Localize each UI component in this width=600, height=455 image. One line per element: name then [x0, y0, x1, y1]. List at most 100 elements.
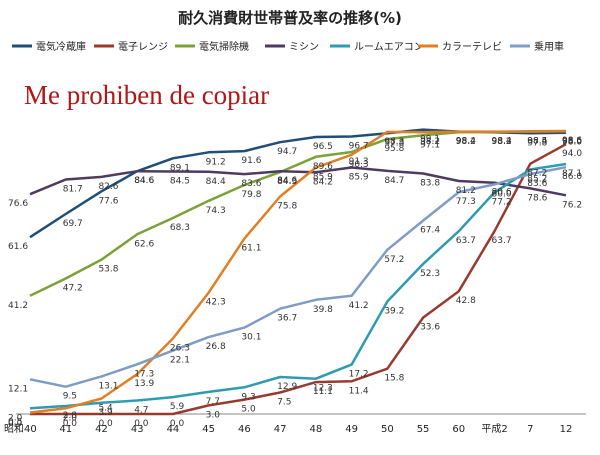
data-label: 77.3	[456, 197, 476, 207]
data-label: 80.6	[492, 188, 512, 198]
data-label: 15.8	[384, 374, 404, 384]
data-label: 3.9	[98, 408, 113, 418]
data-label: 9.3	[241, 392, 255, 402]
data-label: 84.4	[206, 177, 226, 187]
data-label: 97.8	[384, 138, 404, 148]
data-label: 83.6	[241, 179, 261, 189]
data-label: 83.8	[420, 178, 440, 188]
data-label: 98.6	[562, 136, 582, 146]
data-label: 84.2	[313, 177, 333, 187]
data-label: 2.0	[63, 413, 78, 423]
data-label: 11.4	[349, 386, 369, 396]
data-label: 94.7	[277, 147, 297, 157]
data-label: 84.6	[277, 176, 297, 186]
x-tick-label: 50	[381, 424, 394, 435]
legend-label: カラーテレビ	[442, 41, 502, 53]
data-label: 0.5	[8, 418, 22, 428]
data-label: 91.6	[241, 156, 261, 166]
data-label: 98.3	[492, 137, 512, 147]
data-label: 97.1	[420, 140, 440, 150]
data-label: 80.0	[492, 189, 512, 199]
data-label: 2.8	[63, 411, 78, 421]
legend-label: ミシン	[289, 42, 319, 53]
legend-item: 電子レンジ	[94, 41, 168, 53]
data-label: 22.1	[170, 356, 190, 366]
x-tick-label: 48	[309, 424, 322, 435]
legend-item: ルームエアコン	[330, 41, 424, 53]
data-label: 96.7	[349, 141, 369, 151]
data-label: 67.4	[420, 226, 440, 236]
series-line	[29, 130, 567, 414]
legend-label: 電気掃除機	[199, 40, 249, 53]
data-label: 12.3	[313, 384, 333, 394]
data-label: 39.8	[313, 305, 333, 315]
data-label: 89.1	[170, 163, 190, 173]
data-label: 98.4	[527, 137, 547, 147]
series-layer	[29, 128, 567, 416]
data-label: 85.9	[313, 172, 333, 182]
data-label: 53.8	[98, 265, 118, 275]
x-tick-layer: 昭和40 41 42 43 44 45 46 47 48 49 50 55 60 平成2 7 12	[4, 423, 572, 435]
data-label: 4.7	[134, 406, 148, 416]
data-label: 90.3	[349, 160, 369, 170]
data-label: 98.2	[420, 137, 440, 147]
data-label: 9.5	[63, 392, 77, 402]
data-label: 42.8	[456, 296, 476, 306]
x-tick-label: 49	[345, 424, 358, 435]
data-label: 5.9	[170, 402, 185, 412]
data-label: 52.3	[420, 269, 440, 279]
data-label-layer: 61.6 69.7 77.6 84.6 89.1 91.2 91.6 94.7 96.5 96.7…	[8, 135, 582, 429]
series-line	[29, 165, 567, 388]
series-line	[29, 166, 567, 197]
watermark-text: Me prohiben de copiar	[24, 80, 270, 110]
data-label: 12.9	[277, 382, 297, 392]
data-label: 79.8	[241, 190, 261, 200]
x-tick-label: 12	[560, 424, 573, 435]
data-label: 98.2	[456, 137, 476, 147]
data-label: 30.1	[241, 333, 261, 343]
data-label: 87.1	[562, 169, 582, 179]
series-line	[29, 162, 567, 410]
legend-label: 電気冷蔵庫	[36, 40, 86, 53]
data-label: 47.2	[63, 284, 83, 294]
data-label: 98.4	[456, 137, 476, 147]
data-label: 17.2	[349, 370, 369, 380]
data-label: 94.0	[562, 149, 582, 159]
data-label: 13.1	[98, 381, 118, 391]
data-label: 82.6	[98, 182, 118, 192]
data-label: 69.7	[63, 219, 83, 229]
legend-item: カラーテレビ	[418, 41, 502, 53]
series-line	[30, 143, 567, 416]
legend-item: ミシン	[265, 42, 319, 53]
data-label: 2.0	[8, 413, 23, 423]
legend-item: 乗用車	[510, 40, 564, 53]
data-label: 81.2	[456, 186, 476, 196]
data-label: 5.0	[241, 405, 256, 415]
data-label: 0.0	[170, 419, 185, 429]
data-label: 63.7	[492, 236, 512, 246]
x-tick-label: 43	[131, 424, 144, 435]
data-label: 74.3	[206, 206, 226, 216]
x-tick-label: 42	[95, 424, 108, 435]
data-label: 39.2	[384, 306, 404, 316]
legend-label: ルームエアコン	[354, 41, 424, 53]
data-label: 81.7	[63, 185, 83, 195]
data-label: 84.5	[170, 176, 190, 186]
data-label: 17.3	[134, 369, 154, 379]
data-label: 41.2	[8, 301, 28, 311]
data-label: 77.2	[492, 197, 512, 207]
data-label: 12.1	[8, 384, 28, 394]
data-label: 84.6	[134, 176, 154, 186]
chart-title: 耐久消費財世帯普及率の推移(%)	[178, 9, 402, 27]
data-label: 42.3	[206, 298, 226, 308]
data-label: 36.7	[277, 314, 297, 324]
data-label: 5.4	[98, 404, 113, 414]
legend-item: 電気冷蔵庫	[12, 40, 86, 53]
legend-item: 電気掃除機	[175, 40, 249, 53]
data-label: 77.6	[98, 196, 118, 206]
data-label: 26.8	[206, 342, 226, 352]
data-label: 61.1	[241, 244, 261, 254]
data-label: 76.2	[562, 200, 582, 210]
data-label: 85.9	[349, 172, 369, 182]
